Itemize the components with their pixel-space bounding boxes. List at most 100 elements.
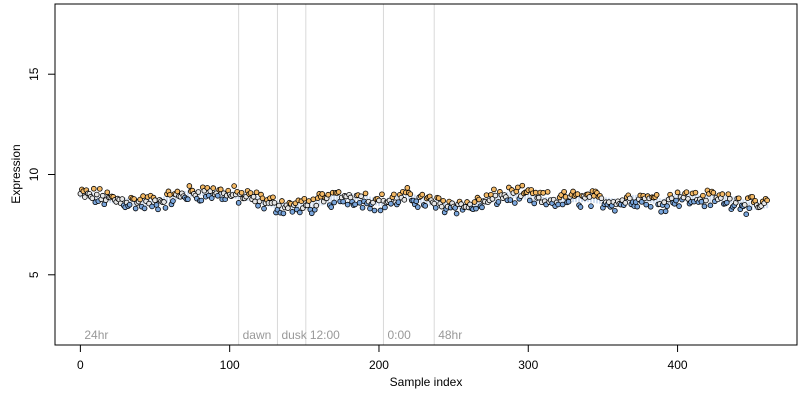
data-point [231,183,237,189]
phase-labels: 24hr dawn dusk 12:00 0:00 48hr [84,328,462,342]
data-point [261,205,267,212]
phase-lines [238,4,435,345]
data-point [526,197,533,204]
data-point [132,205,139,212]
data-point [401,197,408,203]
data-point [531,200,538,207]
data-point [471,199,478,205]
data-point [638,199,645,205]
phase-label: dusk [281,328,307,342]
data-point [344,201,351,208]
x-axis: 0 100 200 300 400 [77,344,688,372]
data-point [574,191,581,197]
x-tick-label: 400 [668,358,688,372]
data-point [438,203,445,210]
data-point [252,198,258,205]
data-point [285,205,291,211]
data-point [643,201,650,208]
data-point [210,185,217,191]
phase-label: 0:00 [387,328,411,342]
data-point [507,197,514,203]
data-point [313,202,320,209]
data-point [89,195,96,202]
data-point [453,210,460,217]
data-point [395,199,402,205]
data-point [276,202,282,209]
data-point [253,189,260,196]
data-point [155,206,161,213]
data-point [235,200,242,206]
data-point [379,191,385,198]
data-point [301,195,308,202]
data-point [735,195,742,202]
x-tick-label: 200 [369,358,389,372]
data-point [328,204,334,210]
data-points [77,182,770,217]
data-point [492,192,499,199]
data-point [195,189,202,195]
data-point [719,191,726,197]
data-point [483,192,490,198]
data-point [741,202,748,208]
data-point [692,189,699,196]
data-point [634,203,641,210]
data-point [162,205,169,211]
phase-label: 48hr [438,328,462,342]
data-point [358,193,364,200]
data-point [356,199,363,206]
data-point [126,201,133,208]
data-point [435,195,442,201]
data-point [727,195,733,202]
data-point [710,189,717,196]
data-point [167,191,173,198]
data-point [743,211,750,217]
y-tick-label: 15 [27,67,41,81]
data-point [370,199,376,206]
data-point [131,196,137,202]
data-point [306,198,312,204]
data-point [432,205,439,211]
data-point [270,194,276,201]
data-point [519,182,526,189]
data-point [673,197,679,204]
data-point [104,189,111,196]
data-point [170,198,176,204]
data-point [186,183,193,189]
data-point [725,191,732,197]
data-point [535,194,542,201]
data-point [413,198,420,205]
data-point [376,197,382,204]
data-point [703,197,709,204]
data-point [479,204,485,211]
data-point [382,204,388,211]
data-point [271,199,278,206]
data-point [359,204,366,211]
data-point [391,191,397,198]
data-point [452,205,458,211]
x-tick-label: 300 [518,358,538,372]
data-point [335,189,342,195]
data-point [491,186,497,193]
data-point [698,198,705,205]
data-point [495,199,502,205]
data-point [565,198,572,205]
data-point [91,185,97,192]
data-point [250,193,257,200]
data-point [161,199,167,205]
data-point [331,199,337,206]
data-point [598,195,605,202]
data-point [137,196,143,203]
data-point [561,188,567,195]
y-axis: 5 10 15 [27,67,55,278]
data-point [544,189,551,195]
data-point [701,203,708,210]
data-point [746,205,753,212]
data-point [700,192,706,199]
data-point [683,189,690,195]
data-point [626,195,633,202]
data-point [676,203,682,209]
x-axis-title: Sample index [390,375,463,389]
data-point [407,191,414,197]
data-point [664,203,670,209]
data-point [658,208,664,215]
